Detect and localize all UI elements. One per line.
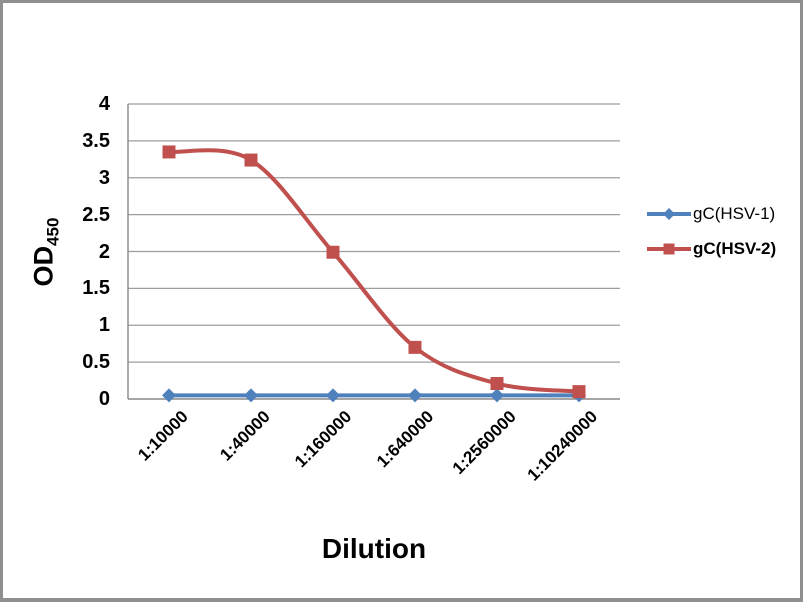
square-marker (326, 245, 340, 259)
x-axis-title: Dilution (321, 533, 427, 564)
legend-label: gC(HSV-1) (693, 203, 776, 223)
y-axis-tick-label: 2.5 (82, 203, 110, 226)
y-axis-tick-label: 4 (98, 93, 110, 115)
diamond-marker (162, 388, 176, 403)
diamond-marker (490, 388, 504, 403)
diamond-marker (244, 388, 258, 403)
legend-marker-square (647, 243, 691, 254)
square-marker (244, 153, 258, 167)
y-axis-tick-label: 1 (98, 314, 110, 337)
square-marker (572, 385, 586, 399)
y-axis-tick-label: 2 (98, 240, 110, 263)
y-axis-tick-label: 1.5 (82, 277, 110, 300)
y-axis-title: OD450 (29, 218, 64, 287)
y-axis-tick-label: 0 (98, 388, 110, 410)
y-axis-tick-label: 0.5 (82, 351, 110, 374)
y-axis-title-text: OD (28, 245, 59, 287)
series-line-gc-hsv-2- (167, 148, 581, 394)
square-marker (490, 377, 504, 391)
y-axis-tick-label: 3.5 (82, 129, 110, 152)
square-marker (162, 145, 176, 159)
y-axis-title-subscript: 450 (43, 217, 63, 246)
legend-label: gC(HSV-2) (693, 238, 777, 258)
y-axis-tick-label: 3 (98, 166, 110, 189)
diamond-marker (408, 388, 422, 403)
legend-marker-diamond (647, 207, 691, 220)
square-marker (408, 340, 422, 354)
diamond-marker (326, 388, 340, 403)
legend: gC(HSV-1) gC(HSV-2) (646, 196, 776, 266)
legend-item-gc-hsv-2-: gC(HSV-2) (646, 231, 776, 266)
legend-item-gc-hsv-1-: gC(HSV-1) (646, 196, 776, 231)
